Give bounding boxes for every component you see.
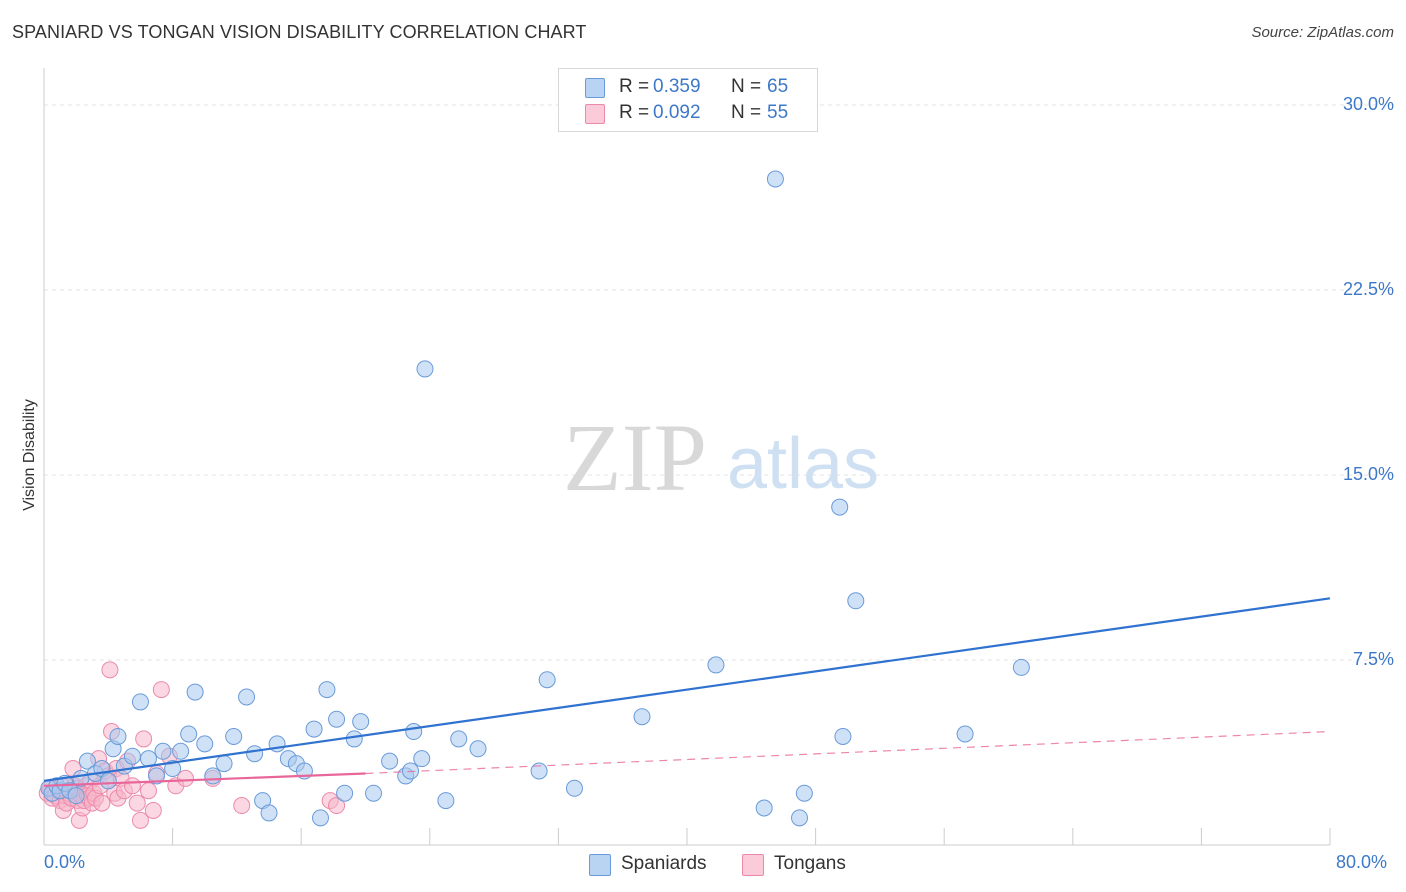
spaniard-point [405,723,423,741]
spaniard-point [766,170,784,188]
legend: Spaniards Tongans [0,853,1406,877]
tongan-point [144,801,162,819]
spaniard-point [336,784,354,802]
n-label: N = [731,76,762,97]
spaniard-point [352,713,370,731]
tongans-trendline [43,772,366,787]
x-tick-label-min: 0.0% [44,852,86,872]
spaniard-point [215,755,233,773]
legend-label: Tongans [774,853,846,874]
y-tick-label: 15.0% [1342,464,1394,484]
tongan-point [131,811,149,829]
spaniard-point [99,772,117,790]
spaniard-point [123,747,141,765]
spaniard-point [154,742,172,760]
spaniard-point [67,787,85,805]
tongans-swatch [585,104,605,124]
spaniard-point [260,804,278,822]
r-label: R = [619,76,650,97]
watermark-atlas: atlas [727,424,879,504]
spaniard-point [437,792,455,810]
spaniard-point [707,656,725,674]
grid-layer [44,104,1392,661]
spaniard-point [1012,658,1030,676]
spaniard-point [186,683,204,701]
stats-box: R = 0.359 N = 65 R = 0.092 N = 55 [558,68,818,132]
spaniard-point [469,740,487,758]
spaniard-point [831,498,849,516]
trend-layer [43,597,1331,787]
spaniard-point [196,735,214,753]
spaniard-point [847,592,865,610]
spaniard-point [450,730,468,748]
legend-label: Spaniards [621,853,707,874]
tongan-point [176,769,194,787]
tongans-legend-swatch [742,854,764,876]
r-value: 0.359 [653,76,701,97]
spaniards-legend-swatch [589,854,611,876]
spaniard-point [246,745,264,763]
spaniard-point [791,809,809,827]
tongan-point [101,661,119,679]
tongan-point [135,730,153,748]
spaniard-point [381,752,399,770]
spaniard-point [345,730,363,748]
n-label: N = [731,102,762,123]
spaniard-point [164,760,182,778]
axis-layer [43,68,1331,846]
n-value: 55 [767,102,789,123]
y-tick-label: 7.5% [1352,649,1394,669]
spaniard-point [225,727,243,745]
spaniard-point [365,784,383,802]
spaniard-point [109,727,127,745]
tongan-point [128,794,146,812]
spaniard-point [148,767,166,785]
spaniard-point [416,360,434,378]
tongan-point [139,782,157,800]
spaniards-swatch [585,78,605,98]
tongan-point [152,681,170,699]
tongan-point [233,797,251,815]
spaniard-point [172,742,190,760]
spaniard-point [795,784,813,802]
spaniard-point [834,727,852,745]
chart-source: Source: ZipAtlas.com [1251,24,1394,41]
watermark-zip: ZIP [563,404,707,511]
spaniard-point [318,681,336,699]
spaniard-point [755,799,773,817]
y-tick-label: 22.5% [1342,279,1394,299]
spaniard-point [956,725,974,743]
spaniard-point [328,710,346,728]
spaniard-point [538,671,556,689]
spaniards-trendline [43,597,1331,782]
n-value: 65 [767,76,789,97]
x-tick-label-max: 80.0% [1336,852,1388,872]
spaniard-point [530,762,548,780]
spaniard-point [204,767,222,785]
spaniard-points [40,170,1030,827]
spaniard-point [305,720,323,738]
chart-title: SPANIARD VS TONGAN VISION DISABILITY COR… [12,22,587,42]
spaniard-point [238,688,256,706]
r-value: 0.092 [653,102,701,123]
spaniard-point [78,752,96,770]
spaniard-point [565,779,583,797]
tongan-point [123,777,141,795]
spaniard-point [131,693,149,711]
spaniard-point [311,809,329,827]
y-tick-label: 30.0% [1342,94,1394,114]
tongan-point [328,797,346,815]
r-label: R = [619,102,650,123]
spaniard-point [180,725,198,743]
spaniard-point [413,750,431,768]
tongan-point [93,794,111,812]
tongans-trendline-extension [365,730,1331,775]
spaniard-point [633,708,651,726]
